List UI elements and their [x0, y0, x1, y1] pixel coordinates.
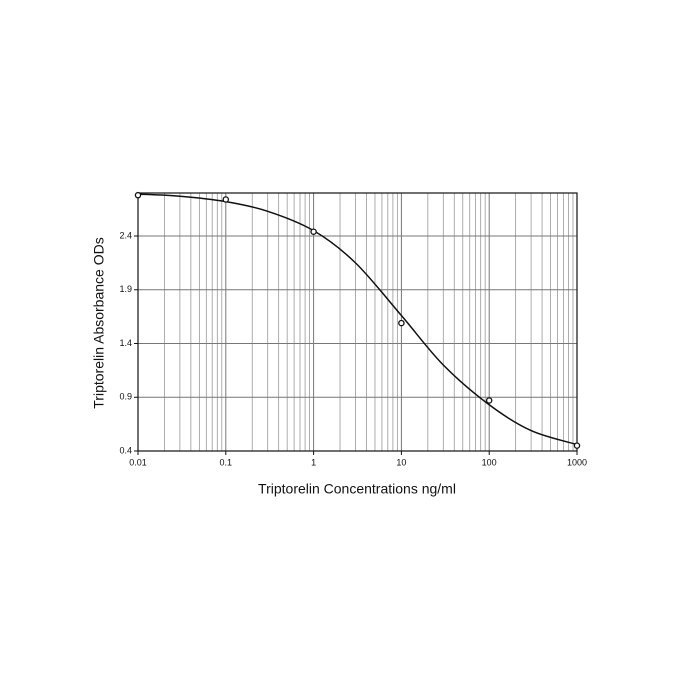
data-point — [573, 442, 581, 449]
data-point — [398, 319, 405, 327]
data-point — [134, 191, 142, 199]
x-tick-label: 0.1 — [220, 457, 233, 467]
fit-curve — [137, 193, 578, 446]
data-point — [310, 228, 317, 235]
y-axis-title: Triptorelin Absorbance ODs — [91, 237, 107, 408]
x-tick-label: 100 — [482, 457, 497, 467]
x-tick-label: 0.01 — [129, 457, 147, 467]
y-tick-label: 0.4 — [119, 445, 132, 455]
x-tick-label: 1 — [311, 457, 316, 467]
data-point — [485, 397, 493, 404]
y-tick-label: 1.9 — [119, 284, 132, 294]
data-point — [222, 196, 230, 203]
x-axis-title: Triptorelin Concentrations ng/ml — [258, 481, 456, 497]
x-tick-label: 10 — [396, 457, 406, 467]
y-tick-label: 2.4 — [119, 230, 132, 240]
y-tick-label: 1.4 — [119, 338, 132, 348]
x-tick-label: 1000 — [567, 457, 587, 467]
y-tick-label: 0.9 — [119, 392, 132, 402]
plot-frame — [137, 192, 578, 452]
